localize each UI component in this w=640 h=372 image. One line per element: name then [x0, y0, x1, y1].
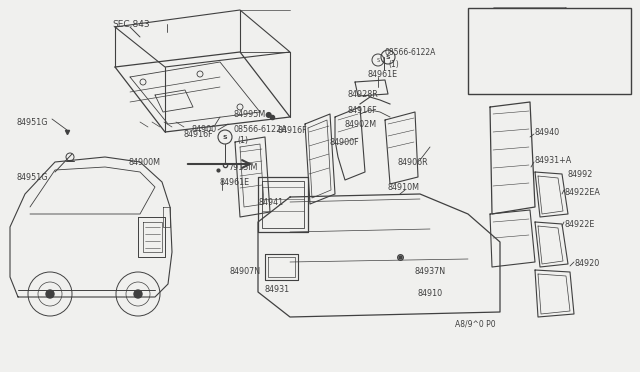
Text: A8/9^0 P0: A8/9^0 P0: [455, 320, 495, 328]
Text: 84995M●: 84995M●: [233, 109, 272, 119]
Text: 84916F: 84916F: [348, 106, 378, 115]
Text: 84910: 84910: [418, 289, 443, 298]
Text: 08566-6122A: 08566-6122A: [234, 125, 288, 134]
Text: 84910M: 84910M: [388, 183, 420, 192]
Text: 84907N: 84907N: [229, 267, 260, 276]
Text: 84940: 84940: [535, 128, 560, 137]
Text: 84906R: 84906R: [398, 157, 429, 167]
Text: 7913IM: 7913IM: [228, 163, 257, 171]
Text: 84928R: 84928R: [348, 90, 379, 99]
Text: 84916FA: 84916FA: [558, 29, 593, 38]
Text: 84900: 84900: [192, 125, 217, 134]
Circle shape: [134, 290, 142, 298]
Text: 84951G: 84951G: [16, 173, 47, 182]
Text: 84941: 84941: [259, 198, 284, 206]
Text: 84920: 84920: [575, 260, 600, 269]
Text: 08566-6122A: 08566-6122A: [385, 48, 436, 57]
Text: S: S: [376, 58, 380, 62]
Text: S: S: [223, 135, 227, 140]
Text: 84916F: 84916F: [183, 129, 212, 138]
Text: 84961E: 84961E: [368, 70, 398, 78]
Text: 84922EA: 84922EA: [565, 187, 601, 196]
Circle shape: [46, 290, 54, 298]
Text: 84992: 84992: [568, 170, 593, 179]
Text: F/CD AUTO CHANGER: F/CD AUTO CHANGER: [478, 76, 569, 84]
Text: 84970M: 84970M: [558, 13, 590, 22]
Text: 84916F: 84916F: [278, 125, 308, 135]
Text: (1): (1): [388, 60, 399, 68]
Text: 84937N: 84937N: [415, 267, 446, 276]
Text: 84931+A: 84931+A: [535, 155, 572, 164]
Bar: [468, 8, 631, 94]
Text: SEC.843: SEC.843: [112, 19, 150, 29]
Text: (1): (1): [237, 135, 248, 144]
Text: 84922E: 84922E: [565, 219, 595, 228]
Text: 84931: 84931: [265, 285, 290, 295]
Text: 84902M: 84902M: [345, 119, 377, 128]
Text: 84900F: 84900F: [330, 138, 360, 147]
Text: 84900M: 84900M: [128, 157, 160, 167]
Text: S: S: [386, 55, 390, 60]
Text: 84951G: 84951G: [16, 118, 47, 126]
Text: 84961E: 84961E: [220, 177, 250, 186]
